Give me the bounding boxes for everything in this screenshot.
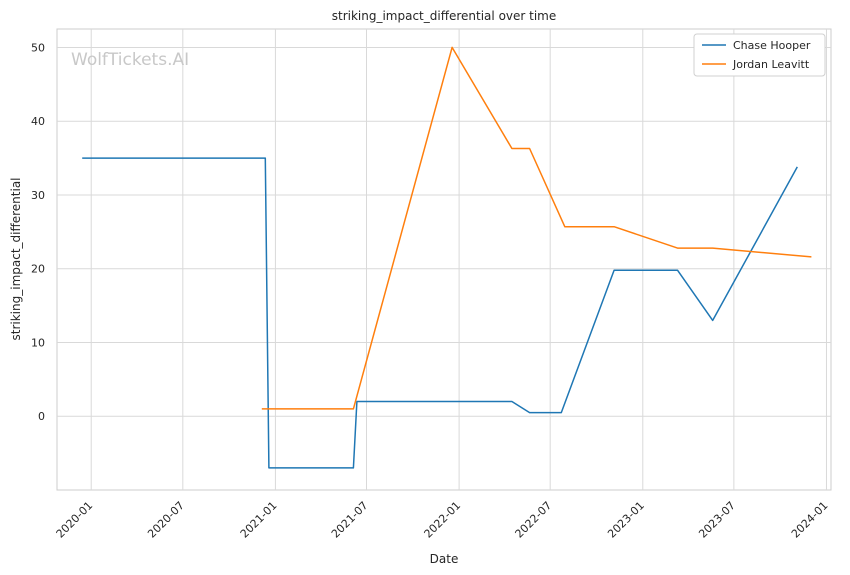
x-tick-label: 2021-01 xyxy=(238,499,280,541)
y-tick-label: 30 xyxy=(31,189,45,202)
legend-label-jordan-leavitt: Jordan Leavitt xyxy=(732,58,810,71)
legend-box xyxy=(693,33,826,77)
x-tick-label: 2020-07 xyxy=(145,499,187,541)
x-tick-label: 2021-07 xyxy=(329,499,371,541)
y-ticks: 0 10 20 30 40 50 xyxy=(31,41,45,423)
y-tick-label: 50 xyxy=(31,41,45,54)
y-tick-label: 20 xyxy=(31,263,45,276)
watermark: WolfTickets.AI xyxy=(71,50,189,70)
x-axis-label: Date xyxy=(430,552,459,566)
grid xyxy=(57,29,831,490)
x-tick-label: 2022-01 xyxy=(422,499,464,541)
legend-label-chase-hooper: Chase Hooper xyxy=(733,39,811,52)
y-tick-label: 10 xyxy=(31,336,45,349)
x-tick-label: 2024-01 xyxy=(789,499,831,541)
y-tick-label: 40 xyxy=(31,115,45,128)
series-line-jordan-leavitt xyxy=(261,46,812,410)
x-ticks: 2020-01 2020-07 2021-01 2021-07 2022-01 2022-… xyxy=(54,499,831,541)
legend: Chase Hooper Jordan Leavitt xyxy=(693,33,826,77)
x-tick-label: 2023-07 xyxy=(696,499,738,541)
chart-title: striking_impact_differential over time xyxy=(332,9,557,23)
x-tick-label: 2023-01 xyxy=(605,499,647,541)
x-tick-label: 2020-01 xyxy=(54,499,96,541)
y-axis-label: striking_impact_differential xyxy=(9,177,23,340)
x-tick-label: 2022-07 xyxy=(513,499,555,541)
series-line-chase-hooper xyxy=(82,157,798,469)
series-layer xyxy=(82,46,812,469)
plot-area xyxy=(56,28,832,491)
y-tick-label: 0 xyxy=(38,410,45,423)
